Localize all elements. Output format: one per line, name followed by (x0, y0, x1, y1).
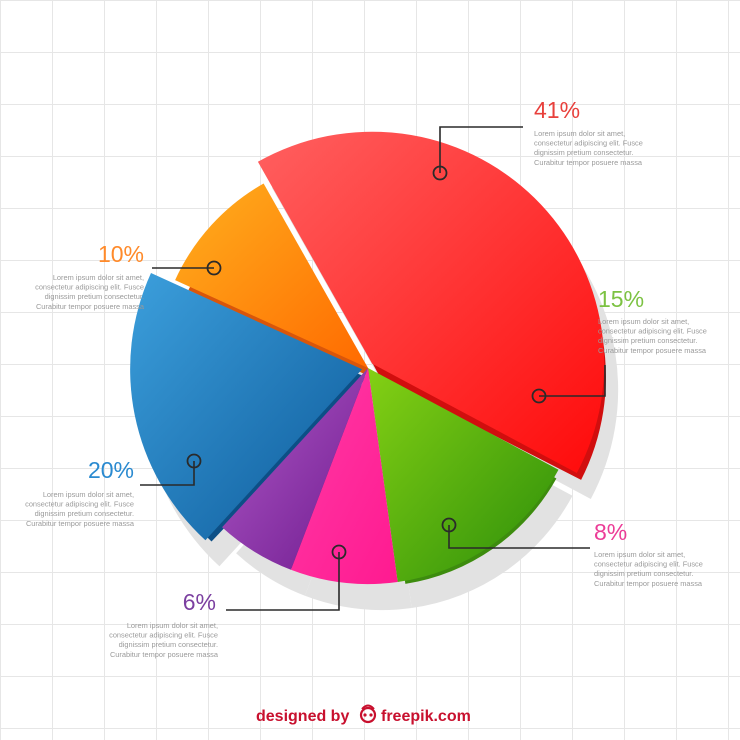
slice-percent-label: 8% (594, 519, 627, 545)
callout-15: 15% Lorem ipsum dolor sit amet, consectetu… (531, 286, 707, 404)
slice-percent-label: 41% (534, 97, 580, 123)
description-line: Lorem ipsum dolor sit amet, (594, 550, 685, 559)
description-line: Lorem ipsum dolor sit amet, (53, 273, 144, 282)
slice-description: Lorem ipsum dolor sit amet, consectetur a… (35, 273, 145, 311)
callout-dot-icon (206, 260, 222, 276)
callout-20: 20% Lorem ipsum dolor sit amet, consectetu… (25, 453, 202, 528)
slice-description: Lorem ipsum dolor sit amet, consectetur a… (109, 621, 219, 659)
slice-description: Lorem ipsum dolor sit amet, consectetur a… (25, 490, 135, 528)
description-line: dignissim pretium consectetur. (119, 640, 218, 649)
callout-dot-icon (441, 517, 457, 533)
credit-designed-by: designed by (256, 708, 349, 725)
slice-description: Lorem ipsum dolor sit amet, consectetur a… (534, 129, 643, 167)
description-line: Lorem ipsum dolor sit amet, (598, 317, 689, 326)
description-line: consectetur adipiscing elit. Fusce (594, 560, 703, 569)
callout-dot-icon (186, 453, 202, 469)
description-line: Curabitur tempor posuere massa (598, 346, 707, 355)
description-line: Curabitur tempor posuere massa (110, 650, 219, 659)
pie-slice-6 (222, 368, 368, 570)
description-line: consectetur adipiscing elit. Fusce (25, 500, 134, 509)
description-line: consectetur adipiscing elit. Fusce (35, 283, 144, 292)
description-line: Lorem ipsum dolor sit amet, (534, 129, 625, 138)
description-line: consectetur adipiscing elit. Fusce (534, 139, 643, 148)
description-line: Lorem ipsum dolor sit amet, (127, 621, 218, 630)
slice-description: Lorem ipsum dolor sit amet, consectetur a… (594, 550, 703, 588)
callout-10: 10% Lorem ipsum dolor sit amet, consectetu… (35, 241, 222, 311)
callout-connector (140, 461, 195, 486)
callout-connector (439, 126, 523, 173)
slice-percent-label: 6% (183, 589, 216, 615)
pie-slice-15 (368, 368, 559, 582)
freepik-logo-icon (359, 704, 377, 724)
description-line: dignissim pretium consectetur. (534, 148, 633, 157)
pie-slice-8 (290, 368, 398, 585)
description-line: consectetur adipiscing elit. Fusce (598, 327, 707, 336)
callout-connector (226, 552, 340, 611)
callout-41: 41% Lorem ipsum dolor sit amet, consectetu… (432, 97, 643, 181)
callout-dot-icon (432, 165, 448, 181)
credit: designed by freepik.com (256, 704, 471, 725)
description-line: Lorem ipsum dolor sit amet, (43, 490, 134, 499)
callout-connector (448, 525, 590, 549)
callout-8: 8% Lorem ipsum dolor sit amet, consectetur… (441, 517, 703, 588)
description-line: Curabitur tempor posuere massa (36, 302, 145, 311)
callout-connector (539, 365, 606, 397)
slice-percent-label: 20% (88, 457, 134, 483)
callout-6: 6% Lorem ipsum dolor sit amet, consectetur… (109, 544, 347, 659)
description-line: dignissim pretium consectetur. (45, 292, 144, 301)
pie-slice-20 (130, 273, 363, 541)
description-line: Curabitur tempor posuere massa (26, 519, 135, 528)
description-line: dignissim pretium consectetur. (35, 509, 134, 518)
callout-dot-icon (331, 544, 347, 560)
slice-description: Lorem ipsum dolor sit amet, consectetur a… (598, 317, 707, 355)
description-line: Curabitur tempor posuere massa (534, 158, 643, 167)
description-line: Curabitur tempor posuere massa (594, 579, 703, 588)
description-line: dignissim pretium consectetur. (598, 336, 697, 345)
svg-text:freepik.com: freepik.com (381, 708, 471, 725)
callout-dot-icon (531, 388, 547, 404)
description-line: consectetur adipiscing elit. Fusce (109, 631, 218, 640)
pie-slices (130, 131, 605, 585)
description-line: dignissim pretium consectetur. (594, 569, 693, 578)
slice-percent-label: 10% (98, 241, 144, 267)
slice-percent-label: 15% (598, 286, 644, 312)
pie-slice-41 (257, 131, 605, 473)
pie-slice-10 (175, 183, 368, 368)
svg-text:designed by: designed by (256, 708, 349, 725)
callouts: 41%Lorem ipsum dolor sit amet, consectetu… (25, 97, 707, 659)
credit-brand: freepik.com (381, 708, 471, 725)
